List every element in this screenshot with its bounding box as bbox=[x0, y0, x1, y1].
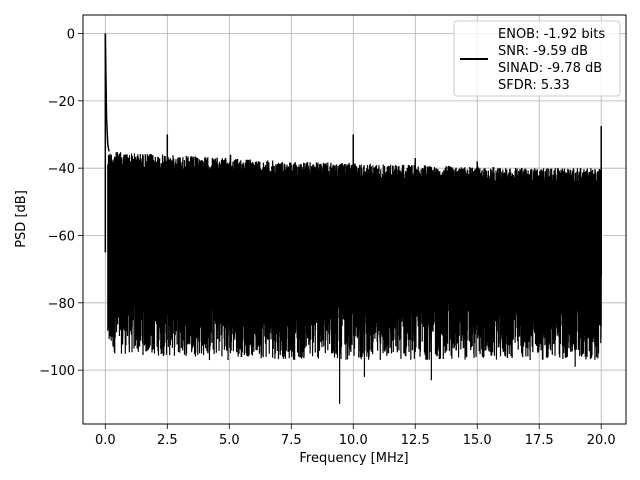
y-tick-label: −40 bbox=[48, 162, 75, 177]
y-tick-label: 0 bbox=[67, 28, 75, 43]
x-tick-label: 10.0 bbox=[339, 433, 368, 448]
x-tick-label: 15.0 bbox=[463, 433, 492, 448]
x-tick-label: 20.0 bbox=[587, 433, 616, 448]
y-axis-label: PSD [dB] bbox=[14, 190, 29, 248]
x-axis-label: Frequency [MHz] bbox=[299, 451, 408, 466]
legend-sfdr: SFDR: 5.33 bbox=[498, 78, 570, 93]
legend-box bbox=[453, 20, 621, 97]
legend-enob: ENOB: -1.92 bits bbox=[498, 27, 605, 42]
x-tick-label: 12.5 bbox=[401, 433, 430, 448]
y-axis-ticks: 0 −20 −40 −60 −80 −100 bbox=[39, 28, 83, 379]
psd-series bbox=[104, 33, 602, 404]
legend-snr: SNR: -9.59 dB bbox=[498, 44, 588, 59]
x-tick-label: 0.0 bbox=[95, 433, 116, 448]
legend: ENOB: -1.92 bits SNR: -9.59 dB SINAD: -9… bbox=[453, 20, 621, 97]
y-tick-label: −20 bbox=[48, 95, 75, 110]
x-axis-ticks: 0.0 2.5 5.0 7.5 10.0 12.5 15.0 17.5 20.0 bbox=[95, 424, 616, 448]
x-tick-label: 7.5 bbox=[281, 433, 302, 448]
y-tick-label: −100 bbox=[39, 364, 75, 379]
y-tick-label: −60 bbox=[48, 229, 75, 244]
x-tick-label: 2.5 bbox=[157, 433, 178, 448]
legend-sinad: SINAD: -9.78 dB bbox=[498, 61, 602, 76]
x-tick-label: 5.0 bbox=[219, 433, 240, 448]
plot-frame bbox=[82, 14, 627, 425]
y-tick-label: −80 bbox=[48, 297, 75, 312]
psd-noise-body bbox=[107, 164, 602, 286]
x-tick-label: 17.5 bbox=[525, 433, 554, 448]
